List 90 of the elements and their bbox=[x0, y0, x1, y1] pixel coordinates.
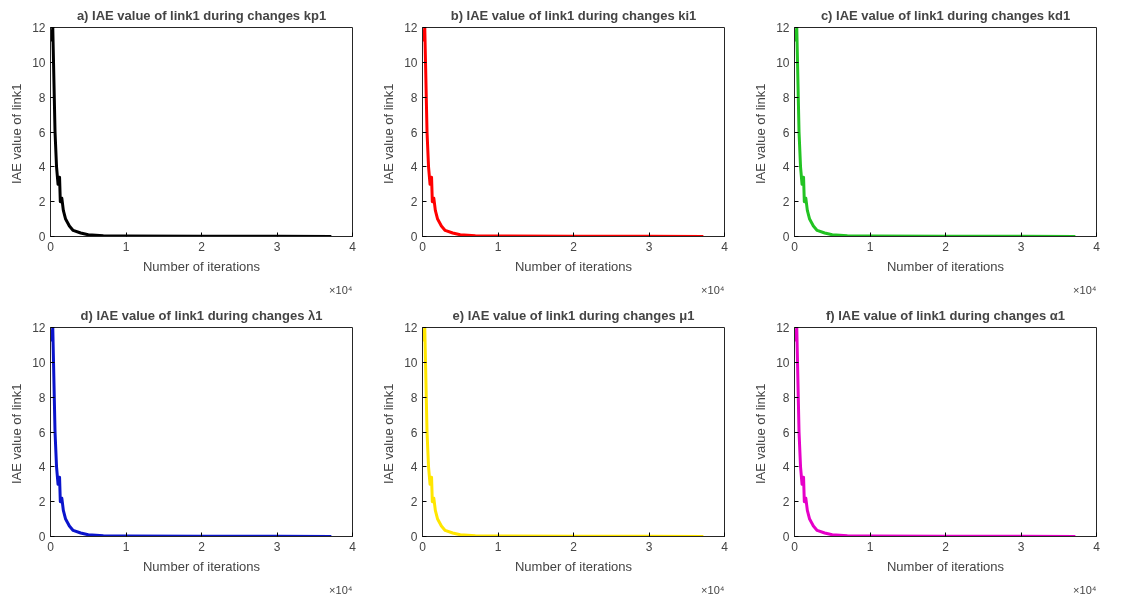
x-tick-label: 2 bbox=[942, 539, 950, 554]
y-tick-label: 2 bbox=[782, 495, 790, 510]
y-tick-label: 4 bbox=[782, 160, 790, 175]
y-tick-label: 0 bbox=[38, 530, 46, 544]
y-tick-label: 6 bbox=[38, 425, 46, 440]
y-tick-label: 12 bbox=[32, 321, 46, 335]
x-tick-label: 1 bbox=[494, 239, 502, 254]
y-tick-label: 6 bbox=[410, 125, 418, 140]
y-tick-label: 2 bbox=[38, 195, 46, 210]
x-tick-label: 2 bbox=[942, 239, 950, 254]
y-axis-title: IAE value of link1 bbox=[381, 383, 397, 485]
y-tick-label: 8 bbox=[38, 90, 46, 105]
y-axis-title: IAE value of link1 bbox=[9, 83, 25, 185]
y-tick-label: 12 bbox=[776, 21, 790, 35]
chart-title: c) IAE value of link1 during changes kd1 bbox=[820, 7, 1071, 23]
y-tick-label: 8 bbox=[782, 90, 790, 105]
chart-title: f) IAE value of link1 during changes α1 bbox=[825, 307, 1066, 323]
text: ×10⁴ bbox=[329, 283, 353, 296]
x-tick-label: 2 bbox=[198, 539, 206, 554]
y-tick-label: 0 bbox=[782, 530, 790, 544]
text: ×10⁴ bbox=[329, 583, 353, 596]
chart-title: d) IAE value of link1 during changes λ1 bbox=[80, 307, 323, 323]
x-tick-label: 1 bbox=[122, 239, 130, 254]
y-tick-label: 2 bbox=[410, 495, 418, 510]
y-tick-label: 6 bbox=[38, 125, 46, 140]
y-tick-label: 2 bbox=[38, 495, 46, 510]
y-tick-label: 10 bbox=[32, 355, 46, 370]
text: ×10⁴ bbox=[1073, 583, 1097, 596]
y-tick-label: 2 bbox=[410, 195, 418, 210]
y-tick-label: 12 bbox=[776, 321, 790, 335]
x-tick-label: 1 bbox=[494, 539, 502, 554]
y-tick-label: 8 bbox=[410, 390, 418, 405]
y-tick-label: 4 bbox=[410, 460, 418, 475]
y-tick-label: 8 bbox=[782, 390, 790, 405]
chart-title: a) IAE value of link1 during changes kp1 bbox=[76, 7, 327, 23]
y-tick-label: 12 bbox=[404, 321, 418, 335]
x-tick-label: 3 bbox=[645, 239, 653, 254]
x-axis-title: Number of iterations bbox=[142, 558, 261, 574]
y-tick-label: 0 bbox=[38, 230, 46, 244]
text: ×10⁴ bbox=[701, 583, 725, 596]
x-axis-title: Number of iterations bbox=[886, 258, 1005, 274]
y-tick-label: 0 bbox=[410, 230, 418, 244]
chart-title: e) IAE value of link1 during changes μ1 bbox=[452, 307, 695, 323]
x-tick-label: 4 bbox=[721, 239, 729, 254]
x-tick-label: 4 bbox=[1093, 239, 1101, 254]
y-tick-label: 4 bbox=[38, 460, 46, 475]
x-tick-label: 3 bbox=[1017, 539, 1025, 554]
y-tick-label: 12 bbox=[404, 21, 418, 35]
y-tick-label: 6 bbox=[410, 425, 418, 440]
x-tick-label: 3 bbox=[273, 239, 281, 254]
y-axis-title: IAE value of link1 bbox=[753, 83, 769, 185]
y-axis-title: IAE value of link1 bbox=[753, 383, 769, 485]
y-tick-label: 12 bbox=[32, 21, 46, 35]
y-tick-label: 4 bbox=[38, 160, 46, 175]
x-tick-label: 2 bbox=[570, 239, 578, 254]
x-tick-label: 3 bbox=[273, 539, 281, 554]
x-tick-label: 1 bbox=[866, 239, 874, 254]
y-tick-label: 10 bbox=[404, 355, 418, 370]
x-tick-label: 4 bbox=[721, 539, 729, 554]
y-tick-label: 4 bbox=[410, 160, 418, 175]
x-axis-title: Number of iterations bbox=[142, 258, 261, 274]
x-axis-title: Number of iterations bbox=[514, 258, 633, 274]
y-tick-label: 0 bbox=[410, 530, 418, 544]
chart-title: b) IAE value of link1 during changes ki1 bbox=[450, 7, 697, 23]
y-tick-label: 10 bbox=[32, 55, 46, 70]
y-tick-label: 10 bbox=[404, 55, 418, 70]
y-tick-label: 6 bbox=[782, 425, 790, 440]
y-axis-title: IAE value of link1 bbox=[9, 383, 25, 485]
y-tick-label: 8 bbox=[38, 390, 46, 405]
y-tick-label: 0 bbox=[782, 230, 790, 244]
x-tick-label: 1 bbox=[122, 539, 130, 554]
y-tick-label: 10 bbox=[776, 55, 790, 70]
x-tick-label: 2 bbox=[570, 539, 578, 554]
x-tick-label: 4 bbox=[1093, 539, 1101, 554]
x-tick-label: 2 bbox=[198, 239, 206, 254]
text: ×10⁴ bbox=[1073, 283, 1097, 296]
y-tick-label: 4 bbox=[782, 460, 790, 475]
x-axis-title: Number of iterations bbox=[886, 558, 1005, 574]
x-tick-label: 4 bbox=[349, 239, 357, 254]
x-tick-label: 4 bbox=[349, 539, 357, 554]
x-tick-label: 3 bbox=[645, 539, 653, 554]
x-tick-label: 1 bbox=[866, 539, 874, 554]
y-tick-label: 2 bbox=[782, 195, 790, 210]
y-tick-label: 8 bbox=[410, 90, 418, 105]
y-tick-label: 10 bbox=[776, 355, 790, 370]
x-axis-title: Number of iterations bbox=[514, 558, 633, 574]
text: ×10⁴ bbox=[701, 283, 725, 296]
y-axis-title: IAE value of link1 bbox=[381, 83, 397, 185]
x-tick-label: 3 bbox=[1017, 239, 1025, 254]
y-tick-label: 6 bbox=[782, 125, 790, 140]
